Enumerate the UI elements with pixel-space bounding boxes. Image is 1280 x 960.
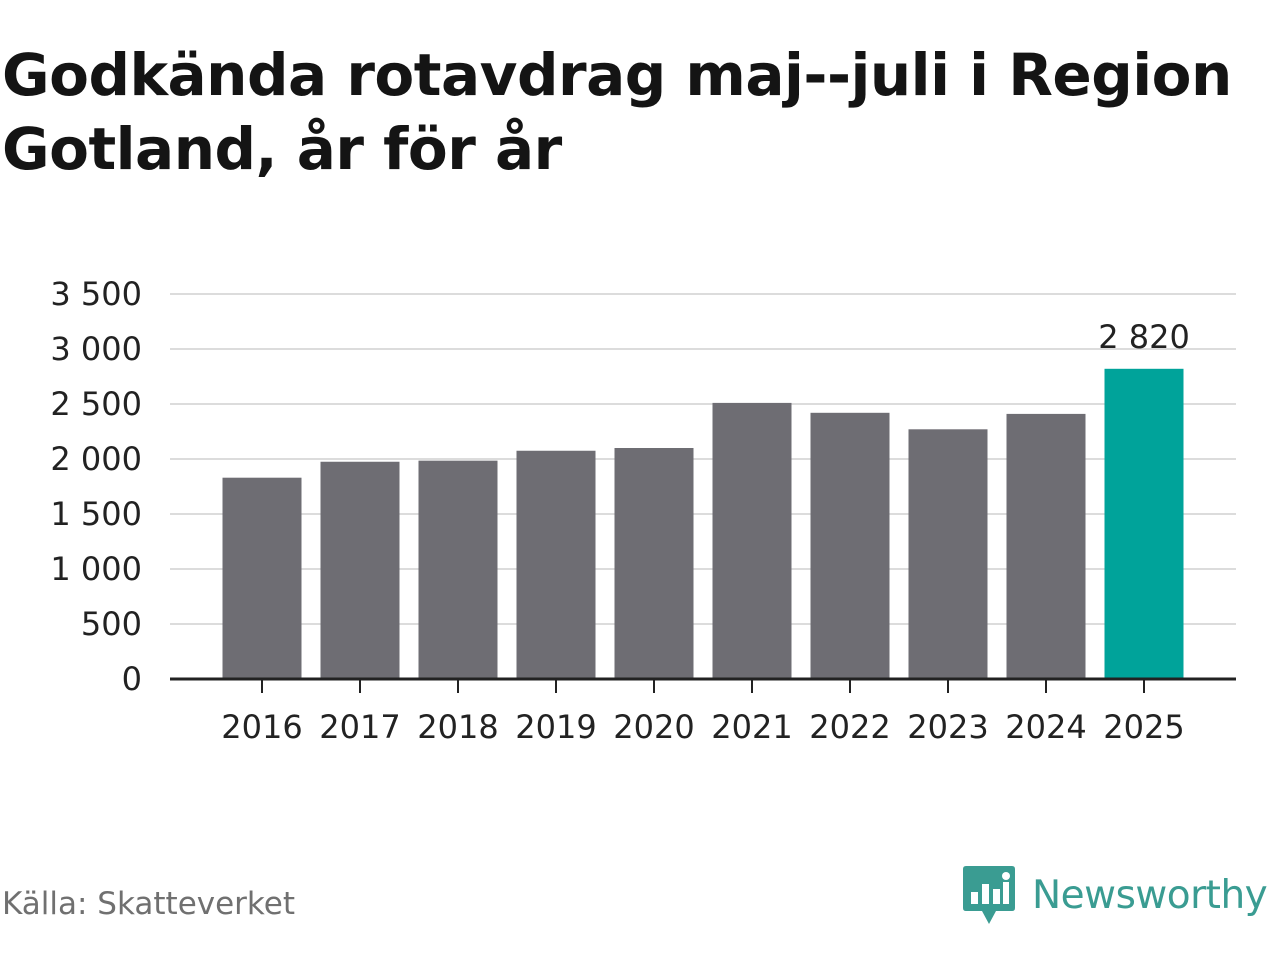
y-tick-label: 3 500 [50, 275, 142, 313]
newsworthy-logo-icon [963, 866, 1015, 924]
y-tick-label: 0 [122, 660, 142, 698]
x-tick-label: 2016 [221, 708, 302, 746]
bar-2023 [908, 429, 988, 679]
x-tick-label: 2019 [515, 708, 596, 746]
y-tick-label: 1 500 [50, 495, 142, 533]
x-tick-label: 2020 [613, 708, 694, 746]
bar-2025 [1104, 368, 1184, 679]
x-tick-label: 2018 [417, 708, 498, 746]
x-tick-label: 2017 [319, 708, 400, 746]
bar-2024 [1006, 413, 1086, 679]
y-tick-label: 1 000 [50, 550, 142, 588]
bar-2016 [222, 477, 302, 679]
bar-2022 [810, 412, 890, 679]
y-tick-label: 2 500 [50, 385, 142, 423]
y-tick-label: 3 000 [50, 330, 142, 368]
bars [222, 368, 1184, 679]
bar-2017 [320, 461, 400, 679]
y-axis-tick-labels: 0 500 1 000 1 500 2 000 2 500 3 000 3 500 [50, 275, 142, 698]
source-note: Källa: Skatteverket [2, 886, 296, 922]
data-labels: 2 820 [1098, 318, 1190, 356]
chart-title: Godkända rotavdrag maj--juli i Region Go… [2, 41, 1232, 183]
x-tick-label: 2021 [711, 708, 792, 746]
x-tick-label: 2023 [907, 708, 988, 746]
x-axis-ticks: 2016 2017 2018 2019 2020 2021 2022 2023 2024 2025 [221, 679, 1185, 746]
x-tick-label: 2024 [1005, 708, 1086, 746]
y-tick-label: 2 000 [50, 440, 142, 478]
brand-logo: Newsworthy [962, 864, 1268, 926]
bar-2018 [418, 460, 498, 679]
x-tick-label: 2025 [1103, 708, 1184, 746]
brand-name: Newsworthy [1032, 872, 1268, 918]
y-tick-label: 500 [81, 605, 142, 643]
bar-2019 [516, 450, 596, 679]
bar-2021 [712, 402, 792, 679]
x-tick-label: 2022 [809, 708, 890, 746]
bar-2020 [614, 448, 694, 679]
data-label: 2 820 [1098, 318, 1190, 356]
